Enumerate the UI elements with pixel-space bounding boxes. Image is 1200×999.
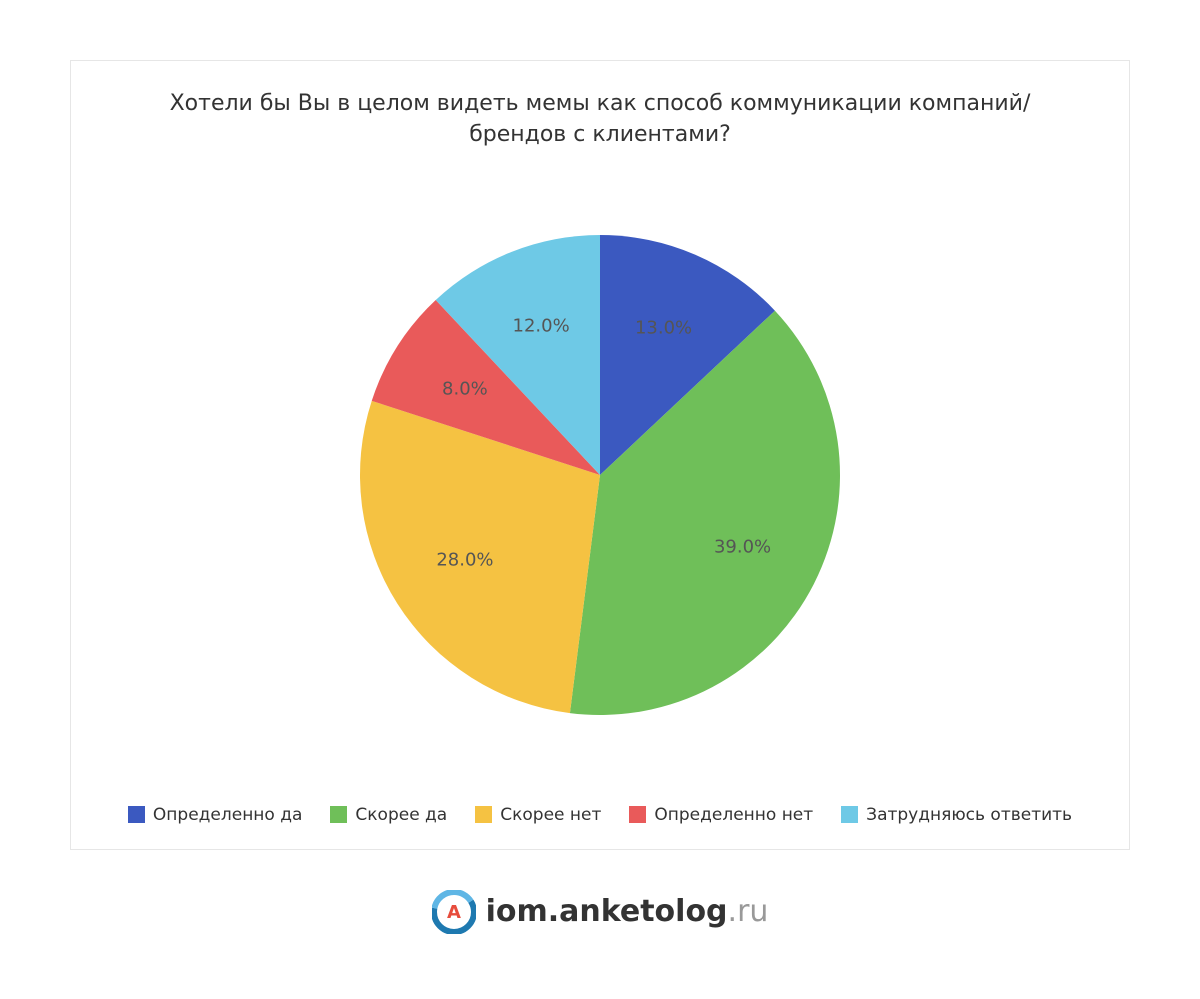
legend-swatch <box>128 806 145 823</box>
legend-swatch <box>475 806 492 823</box>
slice-label: 12.0% <box>513 315 570 336</box>
legend-swatch <box>629 806 646 823</box>
legend-label: Определенно нет <box>654 805 813 825</box>
legend-item: Определенно нет <box>629 805 813 825</box>
legend-swatch <box>330 806 347 823</box>
chart-title: Хотели бы Вы в целом видеть мемы как спо… <box>150 89 1050 151</box>
legend-item: Скорее нет <box>475 805 601 825</box>
chart-card: Хотели бы Вы в целом видеть мемы как спо… <box>70 60 1130 850</box>
legend: Определенно да Скорее да Скорее нет Определ… <box>128 805 1072 825</box>
legend-label: Скорее нет <box>500 805 601 825</box>
legend-item: Определенно да <box>128 805 303 825</box>
footer: A iom.anketolog.ru <box>432 890 769 934</box>
legend-label: Затрудняюсь ответить <box>866 805 1072 825</box>
legend-label: Определенно да <box>153 805 303 825</box>
brand-text: iom.anketolog.ru <box>486 894 769 929</box>
pie-svg <box>150 175 1050 775</box>
slice-label: 13.0% <box>635 317 692 338</box>
legend-item: Затрудняюсь ответить <box>841 805 1072 825</box>
brand-dark: iom.anketolog <box>486 894 728 929</box>
slice-label: 28.0% <box>436 550 493 571</box>
legend-swatch <box>841 806 858 823</box>
logo-letter: A <box>447 902 461 923</box>
pie-chart: 13.0% 39.0% 28.0% 8.0% 12.0% <box>150 175 1050 775</box>
slice-label: 8.0% <box>442 378 488 399</box>
brand-logo-icon: A <box>432 890 476 934</box>
legend-label: Скорее да <box>355 805 447 825</box>
slice-label: 39.0% <box>714 537 771 558</box>
legend-item: Скорее да <box>330 805 447 825</box>
brand-light: .ru <box>728 894 769 929</box>
page: Хотели бы Вы в целом видеть мемы как спо… <box>0 0 1200 999</box>
